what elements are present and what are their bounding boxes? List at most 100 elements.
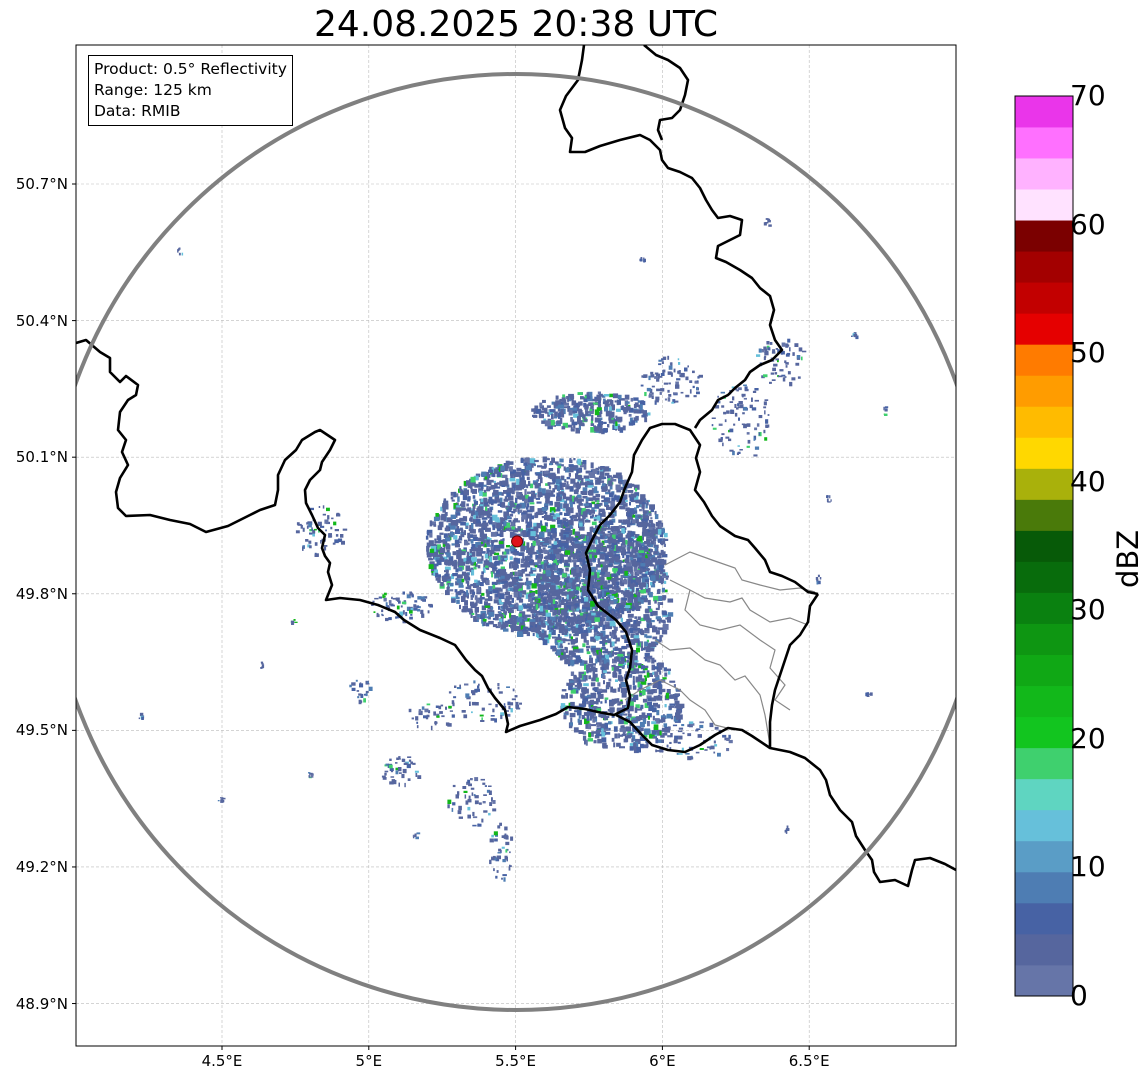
echo-pixel [474,602,477,607]
echo-pixel [659,670,662,675]
echo-pixel [518,613,522,617]
echo-pixel [482,613,485,618]
echo-pixel [577,494,582,498]
echo-pixel [629,532,635,537]
echo-pixel [665,692,669,699]
echo-pixel [600,564,603,568]
echo-pixel [466,697,471,700]
echo-pixel [548,538,552,545]
echo-pixel [627,651,631,655]
echo-pixel [456,507,462,512]
echo-pixel [650,527,654,533]
echo-pixel [493,831,498,836]
echo-pixel [519,623,525,626]
echo-pixel [545,614,550,617]
echo-pixel [492,556,498,561]
echo-pixel [395,616,398,619]
echo-pixel [664,672,668,677]
echo-pixel [515,602,518,607]
echo-pixel [612,635,618,640]
echo-pixel [584,718,590,725]
echo-pixel [576,709,582,716]
echo-pixel [638,664,644,669]
echo-pixel [577,420,583,425]
echo-pixel [652,537,657,542]
echo-pixel [477,510,482,516]
echo-pixel [605,499,611,504]
echo-pixel [451,543,455,546]
echo-pixel [365,690,369,694]
echo-pixel [632,650,636,653]
echo-pixel [553,601,557,607]
echo-pixel [510,469,515,474]
echo-pixel [508,587,514,592]
echo-pixel [429,561,435,566]
echo-pixel [627,512,632,518]
echo-pixel [538,487,542,492]
echo-pixel [505,478,509,483]
echo-pixel [645,646,651,653]
echo-pixel [509,617,513,624]
echo-pixel [681,747,684,752]
echo-pixel [597,403,602,409]
echo-pixel [669,741,672,744]
echo-pixel [585,478,591,481]
echo-pixel [634,534,638,538]
echo-pixel [535,596,541,600]
echo-pixel [519,486,524,490]
echo-pixel [551,510,554,514]
echo-pixel [641,573,648,578]
echo-pixel [628,732,631,737]
echo-pixel [538,554,544,559]
echo-pixel [504,573,511,580]
echo-pixel [574,655,581,658]
echo-pixel [555,636,562,641]
echo-pixel [515,484,520,491]
echo-pixel [598,619,604,626]
echo-pixel [469,485,473,489]
echo-pixel [584,405,589,410]
echo-pixel [627,613,634,618]
echo-pixel [505,605,509,611]
echo-pixel [457,496,460,502]
echo-pixel [644,392,647,397]
echo-pixel [731,386,735,389]
echo-pixel [640,384,644,387]
echo-pixel [529,624,534,630]
echo-pixel [554,485,558,490]
echo-pixel [526,521,532,527]
echo-pixel [622,590,627,596]
echo-pixel [574,619,579,624]
echo-pixel [598,591,602,594]
echo-pixel [636,505,640,509]
echo-pixel [498,611,502,616]
echo-pixel [697,734,702,738]
echo-pixel [654,560,660,563]
echo-pixel [428,710,431,714]
echo-pixel [556,568,563,574]
echo-pixel [801,356,803,361]
echo-pixel [520,457,524,463]
echo-pixel [479,523,484,527]
echo-pixel [617,537,623,542]
echo-pixel [696,391,700,395]
echo-pixel [591,507,595,510]
echo-pixel [648,608,653,612]
echo-pixel [620,604,624,610]
echo-pixel [797,376,801,379]
echo-pixel [599,659,602,666]
echo-pixel [518,578,523,581]
echo-pixel [508,705,511,710]
echo-pixel [612,393,619,399]
echo-pixel [548,634,551,640]
echo-pixel [647,658,651,663]
echo-pixel [489,466,494,472]
echo-pixel [522,569,525,574]
echo-pixel [592,706,596,709]
echo-pixel [639,409,644,414]
echo-pixel [663,356,667,360]
echo-pixel [483,810,488,813]
echo-pixel [489,519,493,525]
echo-pixel [541,564,544,570]
echo-pixel [653,680,659,686]
